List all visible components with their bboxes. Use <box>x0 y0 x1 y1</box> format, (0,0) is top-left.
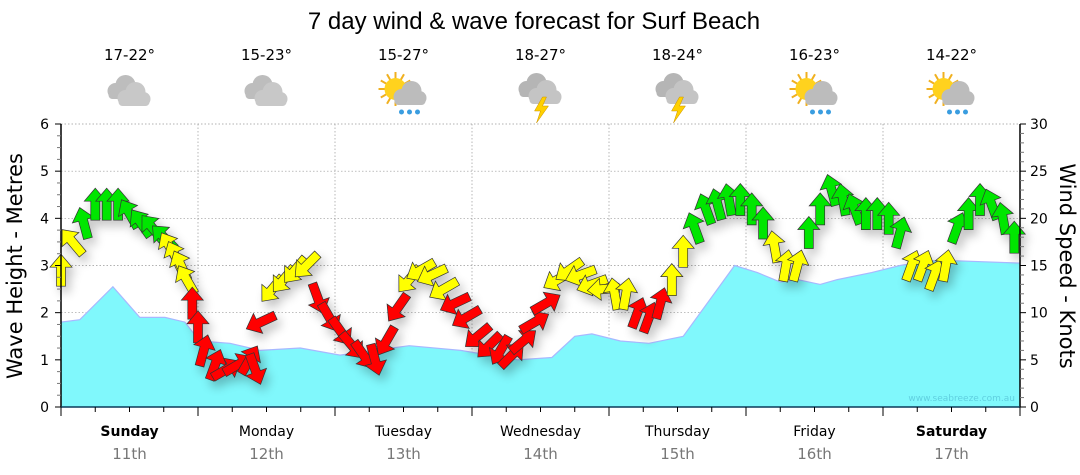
cloud-base <box>805 97 837 105</box>
temperature-range: 14-22° <box>926 46 977 64</box>
wave-height-line <box>60 260 1021 361</box>
y-tick-label-right: 20 <box>1030 211 1048 227</box>
temperature-range: 15-27° <box>378 46 429 64</box>
sun-shower-icon <box>378 72 427 115</box>
y-axis-right-label: Wind Speed - Knots <box>1055 163 1079 368</box>
wind-arrow <box>61 229 87 258</box>
lightning-bolt <box>534 96 549 124</box>
y-tick-label-left: 1 <box>40 353 49 369</box>
wind-arrow <box>682 212 705 245</box>
cloud-base <box>942 97 974 105</box>
wind-arrows <box>49 174 1027 385</box>
wind-arrow <box>364 342 388 376</box>
rain-drop <box>407 109 412 115</box>
rain-drop <box>415 109 420 115</box>
cloud-base <box>394 97 426 105</box>
wind-arrow <box>751 206 775 240</box>
temperature-range: 17-22° <box>104 46 155 64</box>
y-tick-label-right: 15 <box>1030 259 1048 275</box>
wind-arrow <box>529 291 561 316</box>
rain-drop <box>947 109 952 115</box>
date-label: 12th <box>249 445 283 463</box>
wind-arrow <box>649 287 673 321</box>
rain-drop <box>955 109 960 115</box>
wind-arrow <box>417 263 449 287</box>
sun-shower-icon <box>789 72 838 115</box>
wind-arrow <box>660 263 684 296</box>
wind-arrow <box>762 230 786 264</box>
y-tick-label-left: 3 <box>40 259 49 275</box>
rain-drop <box>818 109 823 115</box>
temperature-range: 16-23° <box>789 46 840 64</box>
temperature-range: 18-24° <box>652 46 703 64</box>
y-tick-label-right: 10 <box>1030 306 1048 322</box>
wind-arrow <box>507 330 537 356</box>
thunderstorm-icon <box>518 73 562 124</box>
temperature-range: 15-23° <box>241 46 292 64</box>
daily-weather-header: 17-22° 15-23° 15-27° 18-27° 18-24° 16-23° 14-2… <box>104 46 977 124</box>
wind-arrow <box>786 249 810 283</box>
thunderstorm-icon <box>655 73 699 124</box>
date-label: 15th <box>660 445 694 463</box>
axes: 0 1 2 3 4 5 6 0 5 10 15 20 25 30 <box>40 117 1048 416</box>
wind-arrow <box>797 215 821 249</box>
rain-drop <box>399 109 404 115</box>
lightning-bolt <box>671 96 686 124</box>
day-label: Monday <box>239 424 294 440</box>
cloudy-icon <box>107 75 151 106</box>
day-label: Friday <box>793 424 835 440</box>
wind-arrow <box>244 352 268 385</box>
cloudy-icon <box>244 75 288 106</box>
y-tick-label-left: 4 <box>40 211 49 227</box>
y-axis-left-label: Wave Height - Metres <box>3 153 27 379</box>
wind-arrow <box>374 324 399 356</box>
y-tick-label-left: 6 <box>40 117 49 133</box>
y-tick-label-left: 5 <box>40 164 49 180</box>
rain-drop <box>963 109 968 115</box>
watermark: www.seabreeze.com.au <box>908 394 1015 404</box>
wind-arrow <box>739 192 764 226</box>
chart-title: 7 day wind & wave forecast for Surf Beac… <box>308 8 760 35</box>
wave-height-area <box>61 260 1020 407</box>
wind-arrow <box>934 249 958 283</box>
y-tick-label-right: 0 <box>1030 400 1039 416</box>
wind-arrow <box>671 234 695 268</box>
wind-arrow <box>106 187 130 221</box>
date-label: 14th <box>523 445 557 463</box>
wind-arrow <box>193 334 216 368</box>
rain-drop <box>826 109 831 115</box>
cloud-base <box>118 98 150 106</box>
y-tick-label-right: 25 <box>1030 164 1048 180</box>
date-label: 17th <box>934 445 968 463</box>
day-label: Tuesday <box>374 424 432 440</box>
date-label: 16th <box>797 445 831 463</box>
wind-arrow <box>889 216 913 250</box>
y-tick-label-right: 5 <box>1030 353 1039 369</box>
day-label: Thursday <box>644 424 710 440</box>
day-label: Sunday <box>100 424 158 440</box>
date-label: 11th <box>112 445 146 463</box>
wind-arrow <box>294 250 322 278</box>
wind-arrow <box>386 291 412 322</box>
day-labels: Sunday 11th Monday 12th Tuesday 13th Wednesday… <box>100 424 987 463</box>
sun-shower-icon <box>926 72 975 115</box>
rain-drop <box>810 109 815 115</box>
y-tick-label-right: 30 <box>1030 117 1048 133</box>
y-tick-label-left: 2 <box>40 306 49 322</box>
wind-arrow <box>808 192 832 226</box>
wind-arrow <box>614 277 639 311</box>
day-label: Wednesday <box>500 424 581 440</box>
cloud-base <box>255 98 287 106</box>
wind-arrow <box>876 201 901 235</box>
wind-arrow <box>451 305 483 329</box>
temperature-range: 18-27° <box>515 46 566 64</box>
wind-arrow <box>175 265 199 297</box>
y-tick-label-left: 0 <box>40 400 49 416</box>
day-label: Saturday <box>916 424 987 440</box>
date-label: 13th <box>386 445 420 463</box>
wind-arrow <box>245 310 278 334</box>
